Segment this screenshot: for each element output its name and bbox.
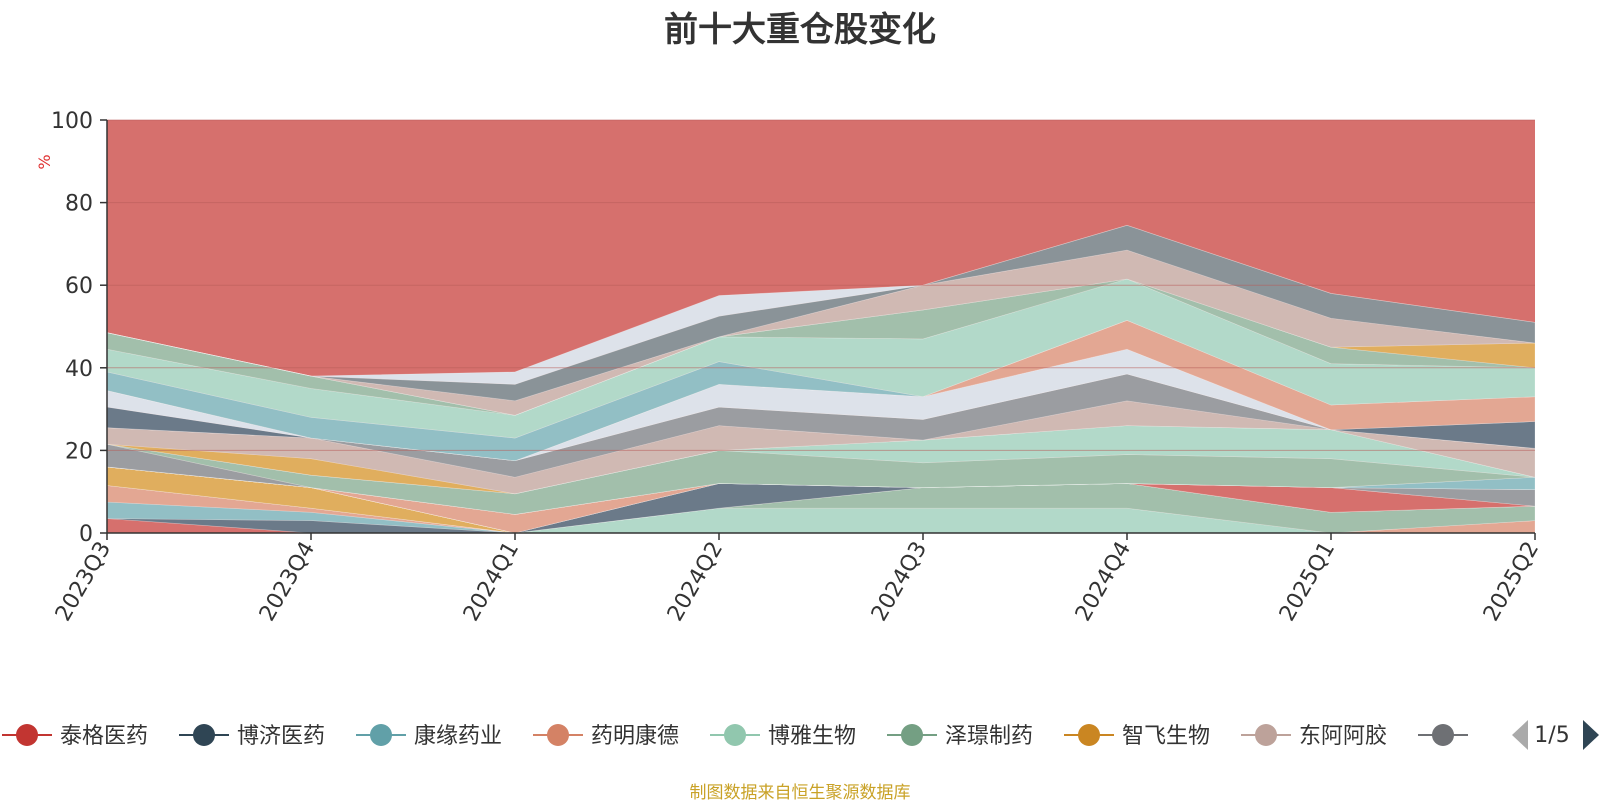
- pager-label: 1/5: [1534, 723, 1569, 748]
- x-tick-label: 2025Q1: [1275, 538, 1340, 626]
- y-tick-label: 80: [65, 192, 93, 217]
- legend-item: 东阿阿胶: [1241, 724, 1387, 749]
- legend: 泰格医药 博济医药 康缘药业 药明康德 博雅生物 泽璟制药 智飞生物 东阿阿胶: [2, 724, 1468, 749]
- legend-marker: [1432, 724, 1454, 746]
- source-note: 制图数据来自恒生聚源数据库: [689, 783, 911, 803]
- legend-label: 泰格医药: [60, 724, 148, 749]
- legend-item: 康缘药业: [356, 724, 502, 749]
- x-tick-label: 2023Q3: [51, 538, 116, 626]
- legend-item: 博雅生物: [710, 724, 856, 749]
- legend-items: 泰格医药 博济医药 康缘药业 药明康德 博雅生物 泽璟制药 智飞生物 东阿阿胶: [2, 724, 1468, 749]
- x-tick-label: 2025Q2: [1479, 538, 1544, 626]
- x-tick-label: 2024Q4: [1071, 538, 1136, 626]
- legend-label: 博雅生物: [768, 724, 856, 749]
- legend-item: 泽璟制药: [887, 724, 1033, 749]
- pager-prev-icon[interactable]: [1512, 720, 1528, 750]
- area-band-24: [106, 278, 1536, 439]
- legend-item: 药明康德: [533, 724, 679, 749]
- legend-marker: [1255, 724, 1277, 746]
- area-band-22: [106, 319, 1536, 462]
- y-axis-label: %: [35, 154, 54, 169]
- legend-marker: [901, 724, 923, 746]
- legend-label: 博济医药: [237, 724, 325, 749]
- legend-item: 泰格医药: [2, 724, 148, 749]
- chart-title: 前十大重仓股变化: [664, 10, 936, 50]
- legend-marker: [724, 724, 746, 746]
- legend-label: 泽璟制药: [945, 724, 1033, 749]
- area-band-29: [106, 225, 1536, 385]
- legend-item: 博济医药: [179, 724, 325, 749]
- legend-marker: [547, 724, 569, 746]
- legend-item: [1418, 724, 1468, 746]
- x-tick-label: 2024Q2: [663, 538, 728, 626]
- x-tick-label: 2024Q3: [867, 538, 932, 626]
- pager-next-icon[interactable]: [1583, 720, 1599, 750]
- y-tick-label: 60: [65, 274, 93, 299]
- legend-label: 康缘药业: [414, 724, 502, 749]
- legend-pager: 1/5: [1512, 720, 1599, 750]
- x-tick-label: 2023Q4: [255, 538, 320, 626]
- y-tick-label: 20: [65, 439, 93, 464]
- legend-label: 东阿阿胶: [1299, 724, 1387, 749]
- legend-item: 智飞生物: [1064, 724, 1210, 749]
- area-bands: [106, 225, 1536, 534]
- legend-marker: [193, 724, 215, 746]
- area-band-18: [106, 400, 1536, 495]
- y-tick-label: 0: [79, 522, 93, 547]
- legend-label: 药明康德: [591, 724, 679, 749]
- legend-marker: [1078, 724, 1100, 746]
- legend-marker: [16, 724, 38, 746]
- grid-lines: [107, 119, 1535, 451]
- x-tick-label: 2024Q1: [459, 538, 524, 626]
- y-tick-label: 40: [65, 357, 93, 382]
- legend-label: 智飞生物: [1122, 724, 1210, 749]
- y-tick-label: 100: [51, 109, 93, 134]
- legend-marker: [370, 724, 392, 746]
